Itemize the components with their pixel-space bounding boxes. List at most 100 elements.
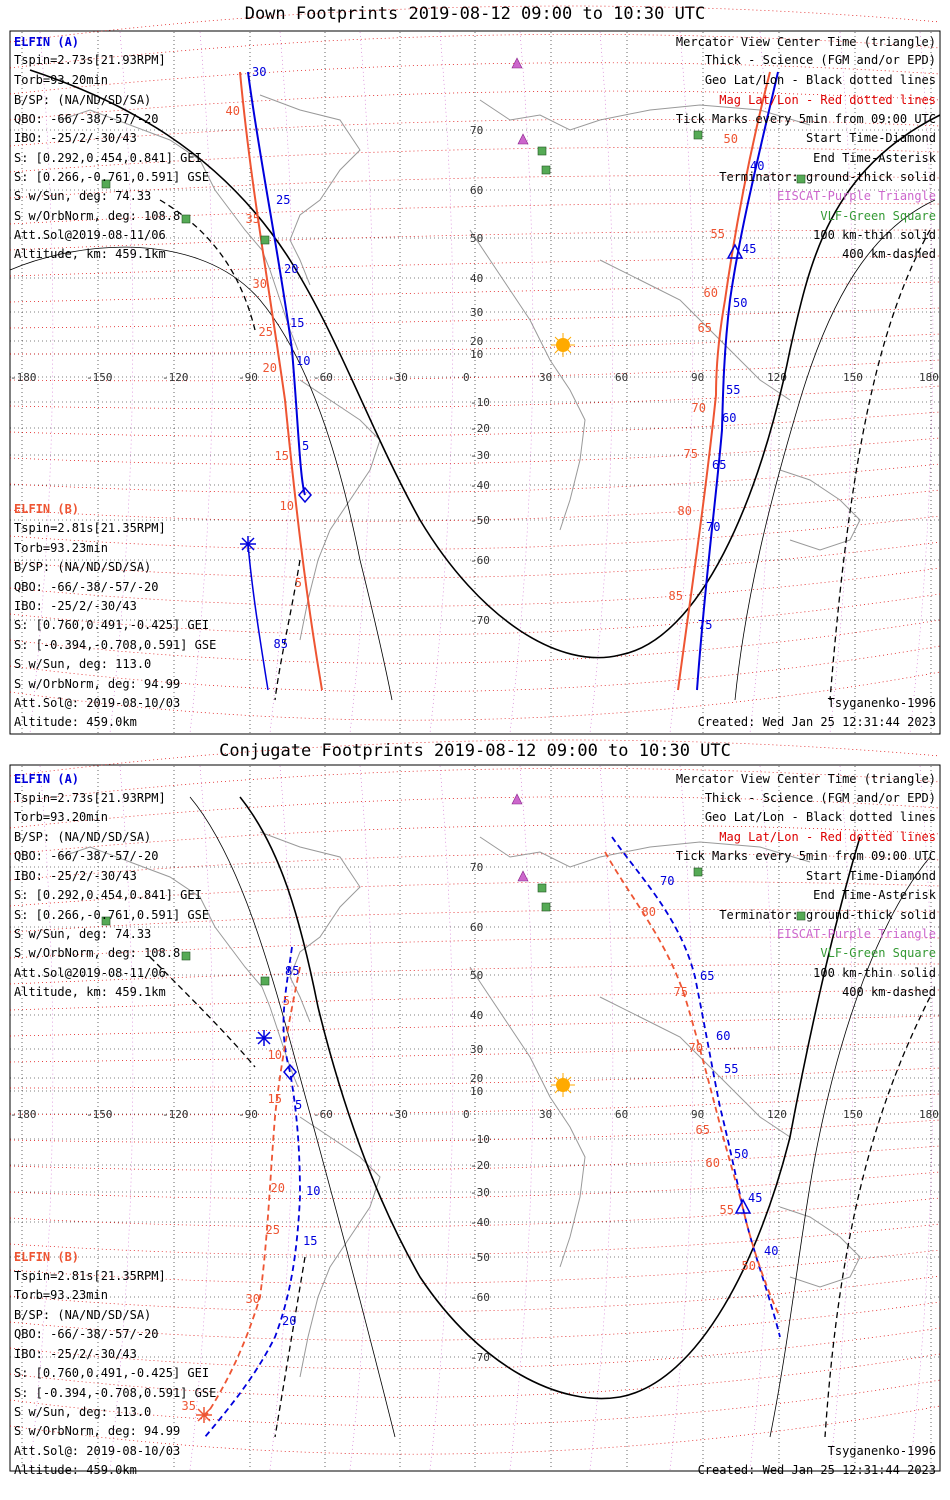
tick-b-10: 10	[280, 499, 294, 513]
end-asterisk-a	[256, 1030, 272, 1046]
tick-b-30: 30	[246, 1292, 260, 1306]
mag-grid	[9, 739, 941, 1471]
elfin-a-track-east	[611, 836, 781, 1338]
mag-lon-line	[509, 765, 534, 1471]
sun-icon	[551, 333, 575, 357]
lat-label: 40	[470, 1009, 483, 1022]
tick-a-50: 50	[733, 296, 747, 310]
tick-a-20: 20	[282, 1314, 296, 1328]
terminator-400km-right	[824, 996, 931, 1438]
elfin-b-line: S w/OrbNorm, deg: 94.99	[14, 677, 180, 691]
lon-label: 120	[767, 1108, 787, 1121]
elfin-a-track-west	[247, 71, 306, 496]
coastline	[259, 94, 361, 286]
tick-a-15: 15	[290, 316, 304, 330]
tick-b-30: 30	[253, 277, 267, 291]
lon-label: 180	[919, 371, 939, 384]
elfin-b-line: S: [0.760,0.491,-0.425] GEI	[14, 618, 209, 632]
terminator-400km-left	[274, 1256, 306, 1438]
tick-b-10: 10	[268, 1048, 282, 1062]
elfin-a-line: Torb=93.20min	[14, 810, 108, 824]
elfin-a-name: ELFIN (A)	[14, 35, 79, 49]
mag-lon-line	[109, 765, 134, 1471]
tick-b-25: 25	[266, 1223, 280, 1237]
lon-label: -90	[238, 371, 258, 384]
lon-label: -60	[313, 1108, 333, 1121]
mag-lat-line	[9, 1327, 941, 1370]
tick-a-70: 70	[660, 874, 674, 888]
lat-label: -70	[470, 614, 490, 627]
lat-label: 70	[470, 124, 483, 137]
elfin-a-info: ELFIN (A) Tspin=2.73s[21.93RPM] Torb=93.…	[14, 35, 209, 261]
coastline	[59, 109, 299, 351]
lat-label: -50	[470, 1251, 490, 1264]
elfin-b-info: ELFIN (B) Tspin=2.81s[21.35RPM] Torb=93.…	[14, 1250, 216, 1477]
elfin-b-line: Att.Sol@: 2019-08-10/03	[14, 1444, 180, 1458]
lat-label: -50	[470, 514, 490, 527]
mag-lon-line	[349, 765, 374, 1471]
tick-a-10: 10	[296, 354, 310, 368]
tick-a-30: 30	[252, 65, 266, 79]
mag-lon-line	[429, 765, 454, 1471]
legend-item: Mercator View Center Time (triangle)	[676, 35, 936, 49]
tick-b-5: 5	[283, 994, 290, 1008]
lon-label: 90	[691, 1108, 704, 1121]
tick-b-70: 70	[692, 401, 706, 415]
legend-item: Start Time-Diamond	[806, 131, 936, 145]
mag-lon-line	[269, 765, 294, 1471]
vlf-marker-5	[181, 214, 191, 224]
legend-item: End Time-Asterisk	[813, 151, 937, 165]
elfin-a-line: Att.Sol@2019-08-11/06	[14, 966, 166, 980]
lat-label: 30	[470, 306, 483, 319]
lat-label: 70	[470, 861, 483, 874]
mag-grid	[9, 5, 941, 734]
lat-label: -40	[470, 1216, 490, 1229]
coastline	[479, 99, 811, 131]
lat-label: 20	[470, 1072, 483, 1085]
elfin-a-info: ELFIN (A) Tspin=2.73s[21.93RPM] Torb=93.…	[14, 772, 209, 999]
elfin-b-line: Att.Sol@: 2019-08-10/03	[14, 696, 180, 710]
tick-b-40: 40	[226, 104, 240, 118]
coastline	[779, 1206, 861, 1288]
tick-b-75: 75	[684, 447, 698, 461]
tick-a-55: 55	[726, 383, 740, 397]
eiscat-marker-2	[517, 870, 529, 882]
elfin-b-line: B/SP: (NA/ND/SD/SA)	[14, 560, 151, 574]
mag-lon-line	[189, 765, 214, 1471]
lon-label: -30	[388, 371, 408, 384]
legend-item: Geo Lat/Lon - Black dotted lines	[705, 810, 936, 824]
lat-label: 30	[470, 1043, 483, 1056]
lon-label: -120	[162, 1108, 189, 1121]
terminator-100km-right	[769, 856, 931, 1438]
lon-label: 180	[919, 1108, 939, 1121]
elfin-a-line: Altitude, km: 459.1km	[14, 985, 166, 999]
eiscat-marker-1	[511, 793, 523, 805]
legend-item: Thick - Science (FGM and/or EPD)	[705, 791, 936, 805]
elfin-a-line: S: [0.292,0.454,0.841] GEI	[14, 151, 202, 165]
elfin-b-name: ELFIN (B)	[14, 502, 79, 516]
tick-b-80: 80	[642, 905, 656, 919]
elfin-b-info: ELFIN (B) Tspin=2.81s[21.35RPM] Torb=93.…	[14, 502, 216, 729]
lon-label: 60	[615, 1108, 628, 1121]
terminator-400km	[149, 956, 256, 1068]
created-label: Created: Wed Jan 25 12:31:44 2023	[698, 1463, 936, 1477]
elfin-b-line: IBO: -25/2/-30/43	[14, 599, 137, 613]
vlf-marker-2	[541, 902, 551, 912]
elfin-b-line: Tspin=2.81s[21.35RPM]	[14, 521, 166, 535]
tick-a-40: 40	[764, 1244, 778, 1258]
mag-lat-line	[9, 541, 941, 579]
tick-b-85: 85	[669, 589, 683, 603]
legend-item: 100 km-thin solid	[813, 228, 936, 242]
lat-label: -30	[470, 1186, 490, 1199]
lon-label: -120	[162, 371, 189, 384]
elfin-b-line: B/SP: (NA/ND/SD/SA)	[14, 1308, 151, 1322]
elfin-b-line: S w/Sun, deg: 113.0	[14, 1405, 151, 1419]
elfin-b-name: ELFIN (B)	[14, 1250, 79, 1264]
elfin-b-line: Torb=93.23min	[14, 541, 108, 555]
lat-label: -30	[470, 449, 490, 462]
legend: Mercator View Center Time (triangle) Thi…	[676, 35, 937, 261]
lon-label: -60	[313, 371, 333, 384]
vlf-marker-5	[181, 951, 191, 961]
lat-label: -20	[470, 422, 490, 435]
